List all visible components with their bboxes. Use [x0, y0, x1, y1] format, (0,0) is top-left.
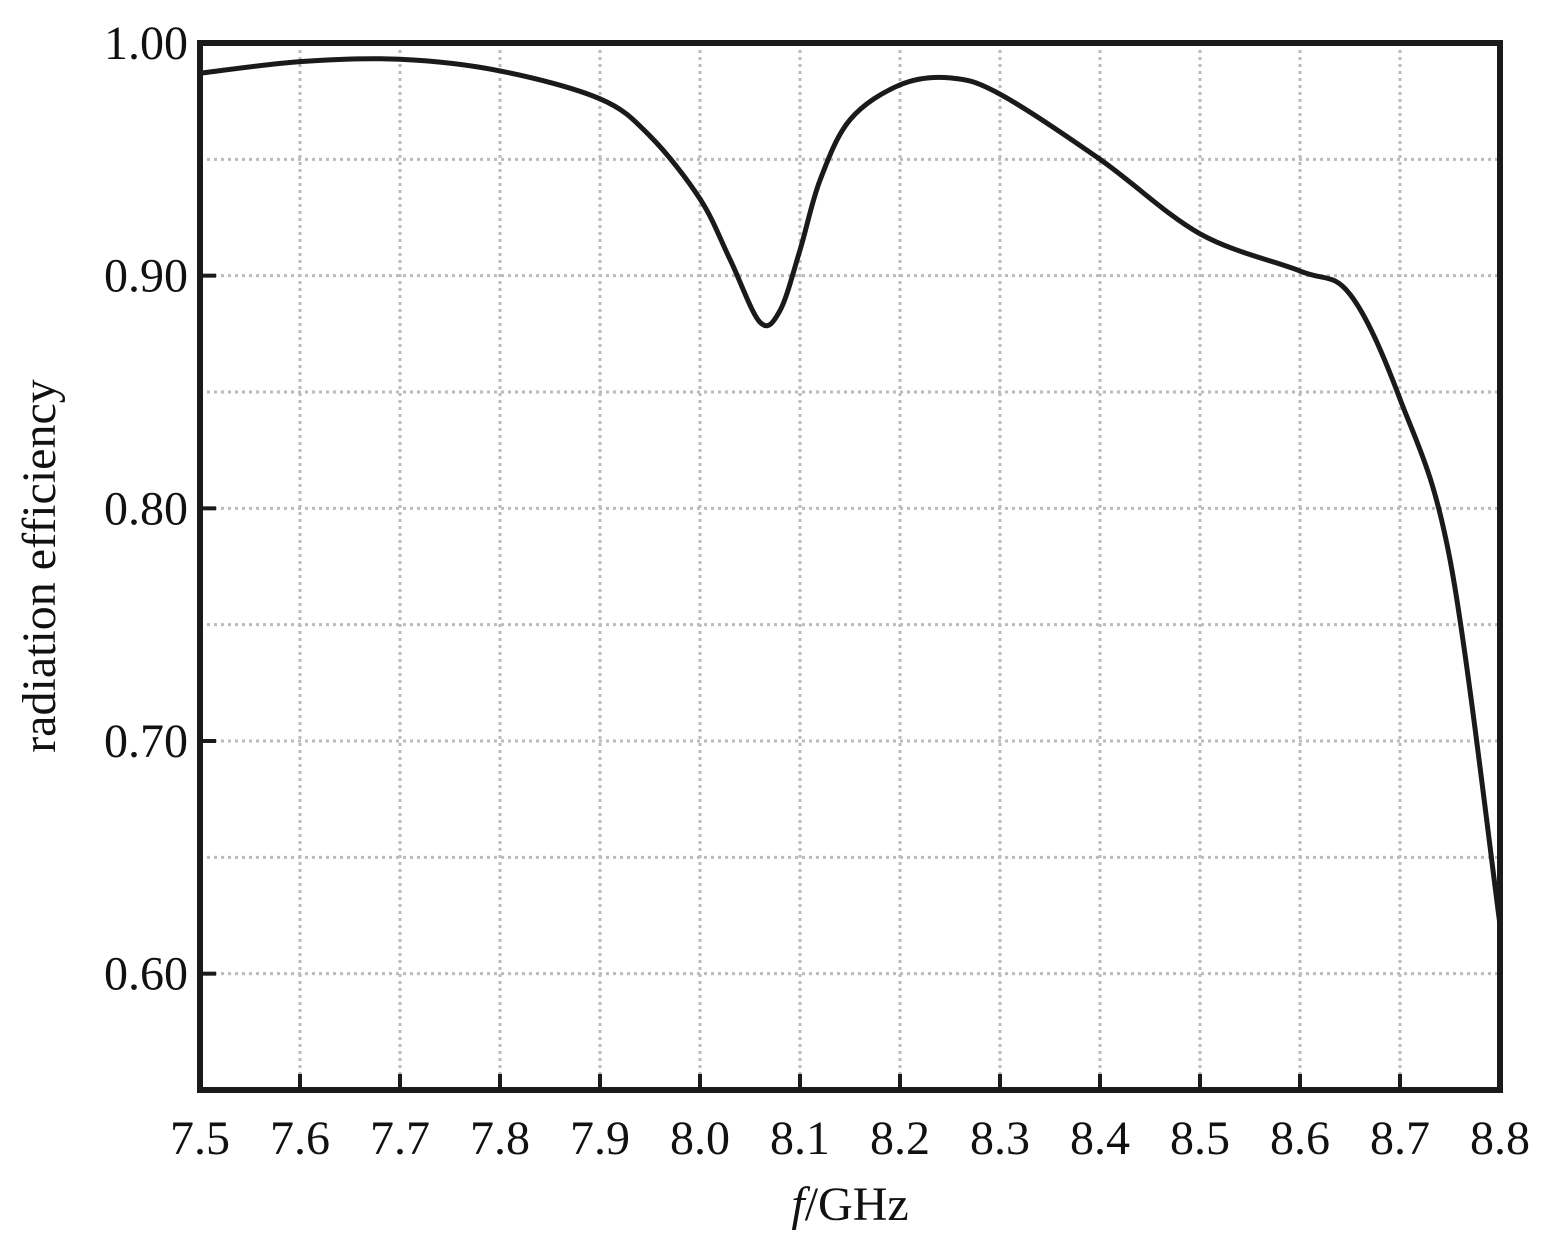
- x-tick-label: 7.7: [370, 1112, 430, 1165]
- x-axis-unit: /GHz: [805, 1178, 909, 1231]
- y-axis-title: radiation efficiency: [13, 379, 66, 753]
- plot-frame: [197, 40, 1503, 1093]
- x-tick-label: 7.9: [570, 1112, 630, 1165]
- y-tick-label: 0.60: [104, 948, 188, 1001]
- x-tick-label: 8.5: [1170, 1112, 1230, 1165]
- x-tick-label: 8.1: [770, 1112, 830, 1165]
- x-tick-label: 8.0: [670, 1112, 730, 1165]
- data-line: [199, 56, 1503, 926]
- x-tick-label: 7.5: [170, 1112, 230, 1165]
- y-tick-label: 1.00: [104, 17, 188, 70]
- x-tick-label: 8.4: [1070, 1112, 1130, 1165]
- x-tick-label: 8.3: [970, 1112, 1030, 1165]
- y-tick-label: 0.70: [104, 715, 188, 768]
- x-tick-label: 8.6: [1270, 1112, 1330, 1165]
- x-tick-label: 7.8: [470, 1112, 530, 1165]
- x-tick-label: 7.6: [270, 1112, 330, 1165]
- x-tick-label: 8.8: [1470, 1112, 1530, 1165]
- x-axis-title: f/GHz: [791, 1178, 908, 1231]
- x-tick-label: 8.2: [870, 1112, 930, 1165]
- y-tick-label: 0.90: [104, 250, 188, 303]
- y-tick-label: 0.80: [104, 482, 188, 535]
- x-tick-label: 8.7: [1370, 1112, 1430, 1165]
